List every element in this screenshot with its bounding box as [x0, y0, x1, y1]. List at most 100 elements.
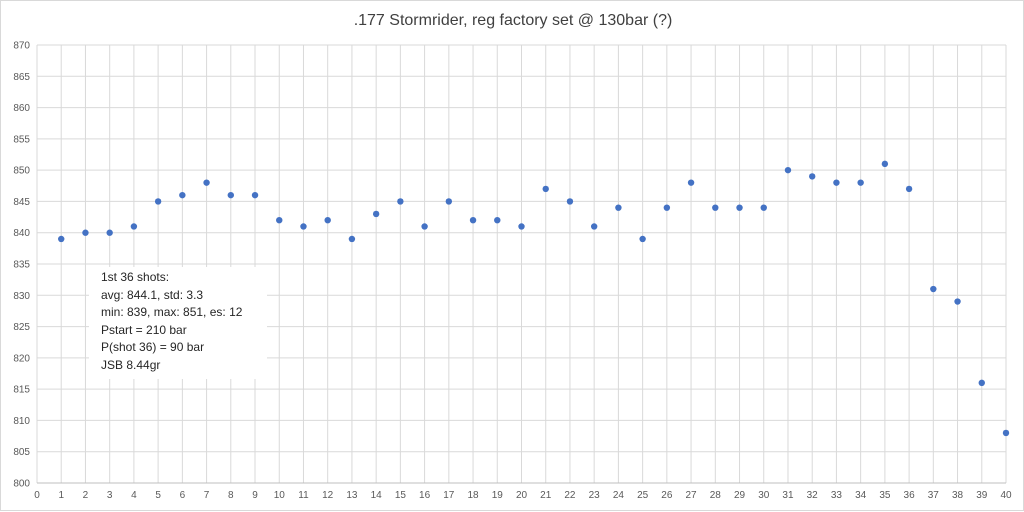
y-tick-label: 855 — [13, 134, 30, 145]
data-point — [736, 204, 743, 211]
data-point — [82, 229, 89, 236]
y-axis-tick-labels: 800 805 810 815 820 825 830 835 840 845 850 855 860 8… — [13, 41, 30, 490]
stats-annotation-box: 1st 36 shots: avg: 844.1, std: 3.3 min: … — [89, 267, 267, 379]
x-tick-label: 34 — [855, 490, 867, 501]
data-point — [784, 166, 792, 174]
data-point — [227, 191, 234, 199]
x-tick-label: 33 — [831, 490, 843, 501]
data-point — [615, 204, 622, 211]
y-tick-label: 805 — [13, 447, 30, 458]
x-tick-label: 10 — [274, 490, 286, 501]
x-tick-label: 36 — [904, 490, 916, 501]
y-tick-label: 870 — [13, 41, 30, 52]
data-point — [833, 179, 840, 186]
x-tick-label: 39 — [976, 490, 988, 501]
x-tick-label: 3 — [107, 490, 113, 501]
data-point — [590, 223, 598, 230]
annotation-line: 1st 36 shots: — [101, 270, 170, 284]
data-points — [58, 160, 1010, 437]
x-tick-label: 6 — [180, 490, 186, 501]
x-tick-label: 17 — [443, 490, 455, 501]
y-tick-label: 850 — [13, 166, 30, 177]
x-tick-label: 25 — [637, 490, 649, 501]
data-point — [203, 179, 210, 186]
y-tick-label: 860 — [13, 103, 30, 114]
x-tick-label: 27 — [686, 490, 698, 501]
data-point — [445, 198, 453, 205]
x-tick-label: 0 — [34, 490, 40, 501]
data-point — [518, 223, 525, 230]
x-tick-label: 18 — [467, 490, 479, 501]
x-axis-tick-labels: 0 1 2 3 4 5 6 7 8 9 10 11 12 13 14 15 16 17 18 19 20 21 22 23 24… — [34, 490, 1012, 501]
y-tick-label: 845 — [13, 197, 30, 208]
annotation-line: avg: 844.1, std: 3.3 — [101, 287, 204, 302]
data-point — [712, 204, 719, 211]
data-point — [566, 198, 574, 205]
x-tick-label: 14 — [371, 490, 383, 501]
x-tick-label: 32 — [807, 490, 819, 501]
y-tick-label: 865 — [13, 72, 30, 83]
x-tick-label: 35 — [879, 490, 891, 501]
x-tick-label: 30 — [758, 490, 770, 501]
x-tick-label: 2 — [83, 490, 89, 501]
y-tick-label: 835 — [13, 260, 30, 271]
data-point — [542, 185, 549, 193]
data-point — [154, 198, 162, 205]
data-point — [809, 173, 816, 180]
x-tick-label: 12 — [322, 490, 334, 501]
x-tick-label: 8 — [228, 490, 234, 501]
x-tick-label: 5 — [155, 490, 161, 501]
data-point — [372, 210, 380, 218]
x-tick-label: 15 — [395, 490, 407, 501]
x-tick-label: 40 — [1000, 490, 1012, 501]
data-point — [469, 217, 477, 224]
data-point — [494, 217, 501, 224]
data-point — [397, 198, 404, 205]
data-point — [106, 229, 113, 236]
y-tick-label: 815 — [13, 385, 30, 396]
data-point — [324, 217, 331, 224]
data-point — [857, 179, 864, 186]
x-tick-label: 16 — [419, 490, 431, 501]
y-tick-label: 820 — [13, 353, 30, 364]
y-tick-label: 830 — [13, 291, 30, 302]
data-point — [58, 235, 65, 243]
data-point — [881, 160, 889, 168]
x-tick-label: 9 — [252, 490, 258, 501]
chart-title: .177 Stormrider, reg factory set @ 130ba… — [354, 12, 673, 29]
x-tick-label: 37 — [928, 490, 940, 501]
data-point — [954, 298, 961, 305]
x-tick-label: 31 — [782, 490, 794, 501]
y-tick-label: 825 — [13, 322, 30, 333]
data-point — [639, 235, 646, 243]
x-tick-label: 20 — [516, 490, 528, 501]
annotation-line: JSB 8.44gr — [101, 357, 161, 372]
data-point — [905, 185, 913, 193]
data-point — [687, 179, 695, 186]
x-tick-label: 29 — [734, 490, 746, 501]
data-point — [276, 217, 283, 224]
data-point — [251, 191, 259, 199]
x-tick-label: 38 — [952, 490, 964, 501]
x-tick-label: 22 — [564, 490, 576, 501]
data-point — [300, 223, 307, 230]
x-tick-label: 28 — [710, 490, 722, 501]
y-tick-label: 840 — [13, 228, 30, 239]
x-tick-label: 1 — [58, 490, 64, 501]
annotation-line: Pstart = 210 bar — [101, 322, 187, 337]
x-tick-label: 11 — [298, 490, 309, 501]
data-point — [1002, 429, 1010, 437]
data-point — [348, 235, 356, 243]
y-tick-label: 800 — [13, 479, 30, 490]
x-tick-label: 13 — [346, 490, 358, 501]
annotation-line: min: 839, max: 851, es: 12 — [101, 305, 243, 319]
annotation-line: P(shot 36) = 90 bar — [101, 340, 205, 354]
x-tick-label: 23 — [589, 490, 601, 501]
x-tick-label: 26 — [661, 490, 673, 501]
x-tick-label: 21 — [540, 490, 552, 501]
data-point — [930, 285, 937, 293]
data-point — [663, 204, 671, 211]
data-point — [760, 204, 767, 211]
